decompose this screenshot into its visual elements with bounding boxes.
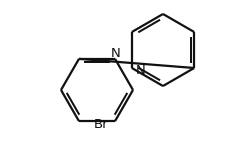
Text: N: N [135,64,145,76]
Text: Br: Br [93,118,108,131]
Text: N: N [111,47,120,60]
